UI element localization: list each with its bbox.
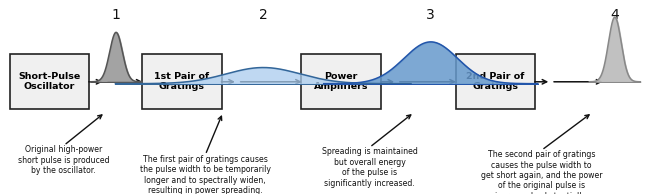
- Text: 1st Pair of
Gratings: 1st Pair of Gratings: [155, 72, 209, 92]
- Text: 3: 3: [426, 8, 435, 22]
- Text: Short-Pulse
Oscillator: Short-Pulse Oscillator: [18, 72, 81, 92]
- FancyBboxPatch shape: [142, 54, 222, 109]
- Text: The first pair of gratings causes
the pulse width to be temporarily
longer and t: The first pair of gratings causes the pu…: [140, 155, 271, 194]
- Text: Power
Amplifiers: Power Amplifiers: [314, 72, 369, 92]
- Text: Spreading is maintained
but overall energy
of the pulse is
significantly increas: Spreading is maintained but overall ener…: [322, 147, 417, 188]
- Text: 2nd Pair of
Gratings: 2nd Pair of Gratings: [466, 72, 525, 92]
- Text: 4: 4: [610, 8, 619, 22]
- FancyBboxPatch shape: [456, 54, 535, 109]
- FancyBboxPatch shape: [302, 54, 381, 109]
- Text: 2: 2: [259, 8, 268, 22]
- Text: Original high-power
short pulse is produced
by the oscillator.: Original high-power short pulse is produ…: [18, 146, 110, 175]
- Text: 1: 1: [112, 8, 120, 22]
- Text: The second pair of gratings
causes the pulse width to
get short again, and the p: The second pair of gratings causes the p…: [481, 150, 603, 194]
- FancyBboxPatch shape: [10, 54, 89, 109]
